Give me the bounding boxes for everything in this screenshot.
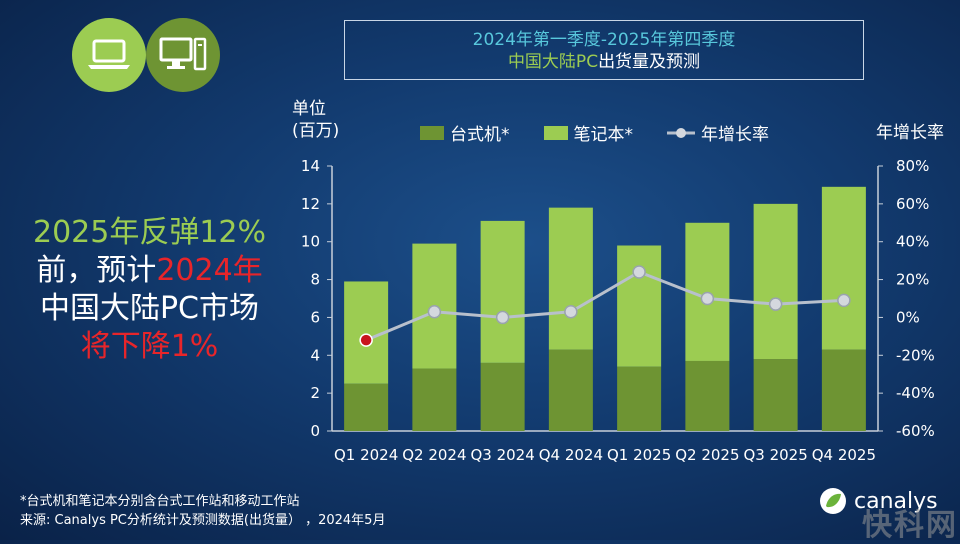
x-axis-tick-label: Q3 2025 xyxy=(743,446,807,464)
x-axis-tick-label: Q2 2024 xyxy=(402,446,466,464)
left-axis-tick-label: 12 xyxy=(301,195,320,213)
legend-label-desktop: 台式机* xyxy=(450,125,510,145)
bar-desktop xyxy=(617,366,662,431)
callout-line2-red: 2024年 xyxy=(156,253,263,288)
laptop-icon xyxy=(88,39,130,69)
callout-line3: 中国大陆PC市场 xyxy=(39,291,260,326)
bar-desktop xyxy=(685,360,730,431)
left-axis-tick-label: 0 xyxy=(310,422,320,440)
bar-desktop xyxy=(412,368,457,431)
left-axis-tick-label: 2 xyxy=(310,384,320,402)
bar-desktop xyxy=(548,349,593,431)
bar-desktop xyxy=(821,349,866,431)
right-axis-tick-label: 20% xyxy=(896,271,929,289)
right-axis-tick-label: 0% xyxy=(896,308,920,326)
canalys-logo: canalys xyxy=(818,486,938,516)
unit-label-line1: 单位 xyxy=(292,99,326,119)
left-axis-tick-label: 8 xyxy=(310,271,320,289)
chart-legend: 台式机* 笔记本* 年增长率 xyxy=(420,120,803,145)
x-axis-tick-label: Q4 2025 xyxy=(812,446,876,464)
chart-subtitle-highlight: 中国大陆PC xyxy=(507,52,599,72)
left-axis-unit-label: 单位 (百万) xyxy=(292,98,339,142)
growth-rate-point xyxy=(837,293,851,308)
bar-notebook xyxy=(617,245,662,367)
right-axis-tick-label: 80% xyxy=(896,157,929,175)
x-axis-tick-label: Q4 2024 xyxy=(539,446,603,464)
left-axis-tick-label: 10 xyxy=(301,233,320,251)
right-axis-tick-label: -40% xyxy=(896,384,935,402)
unit-label-line2: (百万) xyxy=(292,121,340,141)
desktop-icon-badge xyxy=(146,18,220,92)
right-axis-tick-label: -60% xyxy=(896,422,935,440)
callout-line2: 前，预计2024年 xyxy=(12,252,287,290)
bar-desktop xyxy=(480,362,525,431)
growth-rate-point xyxy=(359,333,373,347)
legend-swatch-notebook xyxy=(543,125,568,140)
left-axis-tick-label: 6 xyxy=(310,308,320,326)
growth-rate-point xyxy=(564,305,578,319)
bar-notebook xyxy=(548,207,593,350)
growth-rate-point xyxy=(700,291,715,306)
growth-rate-point xyxy=(768,297,783,311)
left-axis-tick-label: 4 xyxy=(310,346,320,364)
growth-rate-point xyxy=(495,310,510,325)
chart-title-box: 2024年第一季度-2025年第四季度 中国大陆PC出货量及预测 xyxy=(344,20,864,80)
x-axis-tick-label: Q3 2024 xyxy=(470,446,534,464)
growth-rate-point xyxy=(632,265,646,279)
chart-subtitle: 中国大陆PC出货量及预测 xyxy=(345,51,863,73)
callout-line2-prefix: 前，预计 xyxy=(36,253,157,288)
bar-notebook xyxy=(821,186,866,350)
legend-line-marker xyxy=(667,127,695,138)
footnote-line2: 来源: Canalys PC分析统计及预测数据(出货量） ，2024年5月 xyxy=(20,513,386,528)
x-axis-tick-label: Q1 2024 xyxy=(334,446,398,464)
x-axis-tick-label: Q1 2025 xyxy=(607,446,671,464)
legend-label-growth: 年增长率 xyxy=(701,125,769,145)
right-axis-tick-label: 40% xyxy=(896,233,929,251)
footnote: *台式机和笔记本分别含台式工作站和移动工作站 来源: Canalys PC分析统… xyxy=(20,492,385,530)
laptop-icon-badge xyxy=(72,18,146,92)
watermark: 快科网 xyxy=(862,508,958,543)
legend-item-desktop: 台式机* xyxy=(420,120,510,145)
bar-desktop xyxy=(344,383,389,431)
right-axis-label: 年增长率 xyxy=(876,123,944,143)
callout-line1: 2025年反弹12% xyxy=(32,215,267,250)
right-axis-tick-label: -20% xyxy=(896,346,935,364)
bar-notebook xyxy=(480,220,525,363)
legend-item-growth: 年增长率 xyxy=(667,120,769,145)
footnote-line1: *台式机和笔记本分别含台式工作站和移动工作站 xyxy=(20,494,300,509)
growth-rate-line xyxy=(365,270,844,342)
legend-label-notebook: 笔记本* xyxy=(573,125,634,145)
legend-swatch-desktop xyxy=(420,125,444,140)
logo-text: canalys xyxy=(854,488,938,514)
bar-desktop xyxy=(753,359,798,431)
growth-rate-point xyxy=(427,305,442,319)
chart-title: 2024年第一季度-2025年第四季度 xyxy=(472,30,736,50)
bar-notebook xyxy=(753,203,798,360)
canalys-leaf-icon xyxy=(820,488,846,514)
x-axis-tick-label: Q2 2025 xyxy=(675,446,739,464)
legend-item-notebook: 笔记本* xyxy=(543,120,634,145)
callout-line4: 将下降1% xyxy=(80,329,219,364)
chart-subtitle-rest: 出货量及预测 xyxy=(598,52,701,72)
desktop-icon xyxy=(159,37,207,71)
right-axis-tick-label: 60% xyxy=(896,195,929,213)
headline-callout: 2025年反弹12% 前，预计2024年 中国大陆PC市场 将下降1% xyxy=(12,214,287,366)
left-axis-tick-label: 14 xyxy=(301,157,320,175)
